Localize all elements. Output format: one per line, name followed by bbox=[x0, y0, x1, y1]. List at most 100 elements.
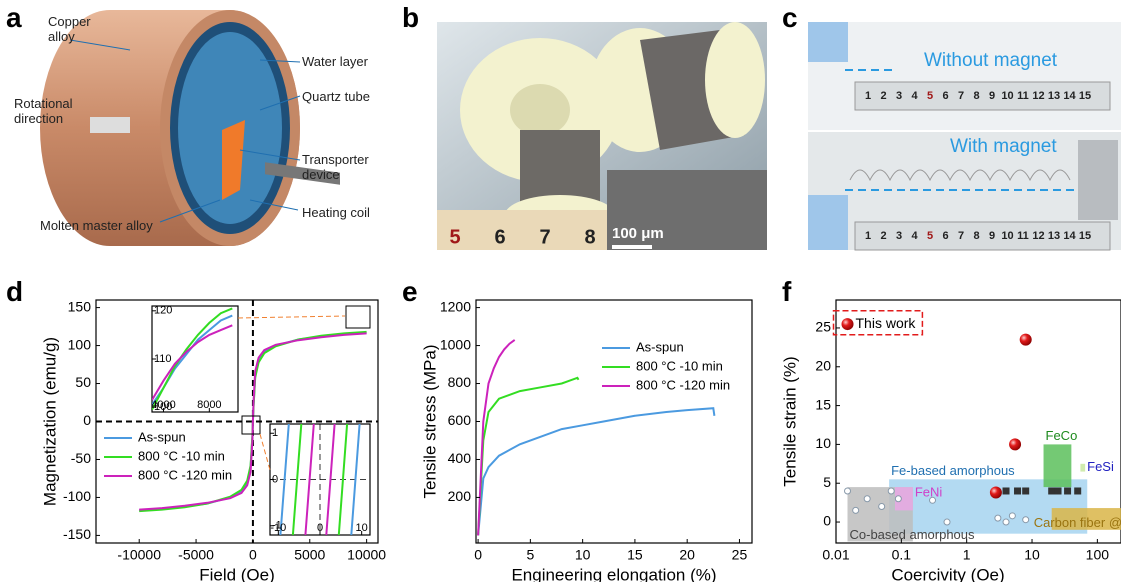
ruler-number: 4 bbox=[911, 230, 918, 242]
scale-bar: 100 μm bbox=[612, 226, 664, 241]
x-tick-label: 25 bbox=[732, 547, 748, 563]
ruler-number: 1 bbox=[865, 90, 871, 102]
ruler-number: 12 bbox=[1032, 90, 1044, 102]
ruler-number: 13 bbox=[1048, 230, 1060, 242]
ruler-number: 4 bbox=[911, 90, 918, 102]
x-tick-label: 100 bbox=[1086, 547, 1110, 563]
y-tick-label: 10 bbox=[815, 435, 831, 451]
ruler-number: 11 bbox=[1017, 230, 1029, 242]
x-tick-label: -5000 bbox=[178, 547, 214, 563]
y-tick-label: 150 bbox=[68, 298, 92, 314]
y-tick-label: 20 bbox=[815, 357, 831, 373]
ruler-number: 5 bbox=[927, 230, 933, 242]
point bbox=[1048, 487, 1055, 494]
point bbox=[845, 488, 851, 494]
ruler-number: 3 bbox=[896, 90, 902, 102]
y-axis-label: Tensile stress (MPa) bbox=[420, 345, 439, 499]
annotation: Molten master alloy bbox=[40, 218, 153, 233]
x-tick-label: 20 bbox=[679, 547, 695, 563]
x-tick-label: 0.1 bbox=[892, 547, 912, 563]
y-tick-label: 0 bbox=[823, 513, 831, 529]
plot-area bbox=[476, 300, 752, 543]
y-tick-label: 50 bbox=[75, 374, 91, 390]
x-tick-label: 4000 bbox=[151, 399, 175, 411]
y-tick-label: 100 bbox=[68, 336, 92, 352]
y-tick-label: 600 bbox=[448, 412, 472, 428]
x-tick-label: 0 bbox=[474, 547, 482, 563]
region-label: FeCo bbox=[1046, 428, 1078, 443]
legend-label: 800 °C -10 min bbox=[138, 448, 225, 463]
annotation: Transporter device bbox=[302, 152, 382, 182]
y-tick-label: 120 bbox=[154, 305, 172, 317]
ruler-number: 14 bbox=[1063, 230, 1076, 242]
ruler-number: 1 bbox=[865, 230, 871, 242]
ruler-number: 10 bbox=[1001, 90, 1013, 102]
y-tick-label: 15 bbox=[815, 396, 831, 412]
x-tick-label: 10 bbox=[575, 547, 591, 563]
x-axis-label: Coercivity (Oe) bbox=[891, 565, 1004, 582]
ruler-number: 6 bbox=[942, 90, 948, 102]
x-tick-label: 8000 bbox=[197, 399, 221, 411]
annotation: Heating coil bbox=[302, 205, 370, 220]
point bbox=[1074, 487, 1081, 494]
photo-caption: Without magnet bbox=[924, 50, 1057, 72]
legend-label: 800 °C -120 min bbox=[636, 377, 730, 392]
point bbox=[944, 519, 950, 525]
photo-b bbox=[437, 22, 767, 250]
y-tick-label: 0 bbox=[83, 412, 91, 428]
y-tick-label: -50 bbox=[71, 450, 91, 466]
point bbox=[879, 504, 885, 510]
y-tick-label: -100 bbox=[63, 488, 91, 504]
point bbox=[853, 507, 859, 513]
ruler-number: 6 bbox=[942, 230, 948, 242]
panel-label: d bbox=[6, 276, 23, 308]
y-tick-label: 25 bbox=[815, 319, 831, 335]
ruler-number: 7 bbox=[539, 226, 550, 248]
y-tick-label: 400 bbox=[448, 450, 472, 466]
x-tick-label: 15 bbox=[627, 547, 643, 563]
ruler-number: 12 bbox=[1032, 230, 1044, 242]
point bbox=[1064, 487, 1071, 494]
ruler-number: 2 bbox=[880, 230, 886, 242]
region bbox=[1044, 444, 1072, 487]
x-axis-label: Field (Oe) bbox=[199, 565, 275, 582]
ruler-number: 15 bbox=[1079, 230, 1091, 242]
x-tick-label: 10 bbox=[1024, 547, 1040, 563]
region-label: FeNi bbox=[915, 485, 943, 500]
ruler-number: 9 bbox=[989, 90, 995, 102]
point bbox=[1055, 487, 1062, 494]
x-tick-label: 5000 bbox=[294, 547, 325, 563]
panel-label: a bbox=[6, 2, 22, 34]
ruler-number: 5 bbox=[449, 226, 460, 248]
annotation: Rotational direction bbox=[14, 96, 94, 126]
x-tick-label: 1 bbox=[963, 547, 971, 563]
x-tick-label: 5 bbox=[526, 547, 534, 563]
ruler-number: 8 bbox=[973, 230, 979, 242]
ruler-number: 8 bbox=[584, 226, 595, 248]
chart: 10011012040008000 bbox=[151, 305, 238, 413]
annotation: Quartz tube bbox=[302, 89, 370, 104]
legend-label: 800 °C -10 min bbox=[636, 358, 723, 373]
point bbox=[842, 318, 854, 330]
y-tick-label: 800 bbox=[448, 374, 472, 390]
point bbox=[1009, 438, 1021, 450]
point bbox=[1014, 487, 1021, 494]
point bbox=[1009, 513, 1015, 519]
y-tick-label: 110 bbox=[154, 353, 172, 365]
y-tick-label: 1000 bbox=[440, 336, 471, 352]
ruler-number: 14 bbox=[1063, 90, 1076, 102]
point bbox=[1023, 517, 1029, 523]
x-tick-label: 0 bbox=[317, 522, 323, 534]
ruler-number: 11 bbox=[1017, 90, 1029, 102]
y-tick-label: 200 bbox=[448, 488, 472, 504]
x-tick-label: 10 bbox=[356, 522, 368, 534]
point bbox=[1003, 487, 1010, 494]
point bbox=[1020, 334, 1032, 346]
ruler-number: 3 bbox=[896, 230, 902, 242]
point bbox=[990, 487, 1002, 499]
region-label: Co-based amorphous bbox=[850, 527, 976, 542]
ruler-number: 10 bbox=[1001, 230, 1013, 242]
ruler-number: 5 bbox=[927, 90, 933, 102]
